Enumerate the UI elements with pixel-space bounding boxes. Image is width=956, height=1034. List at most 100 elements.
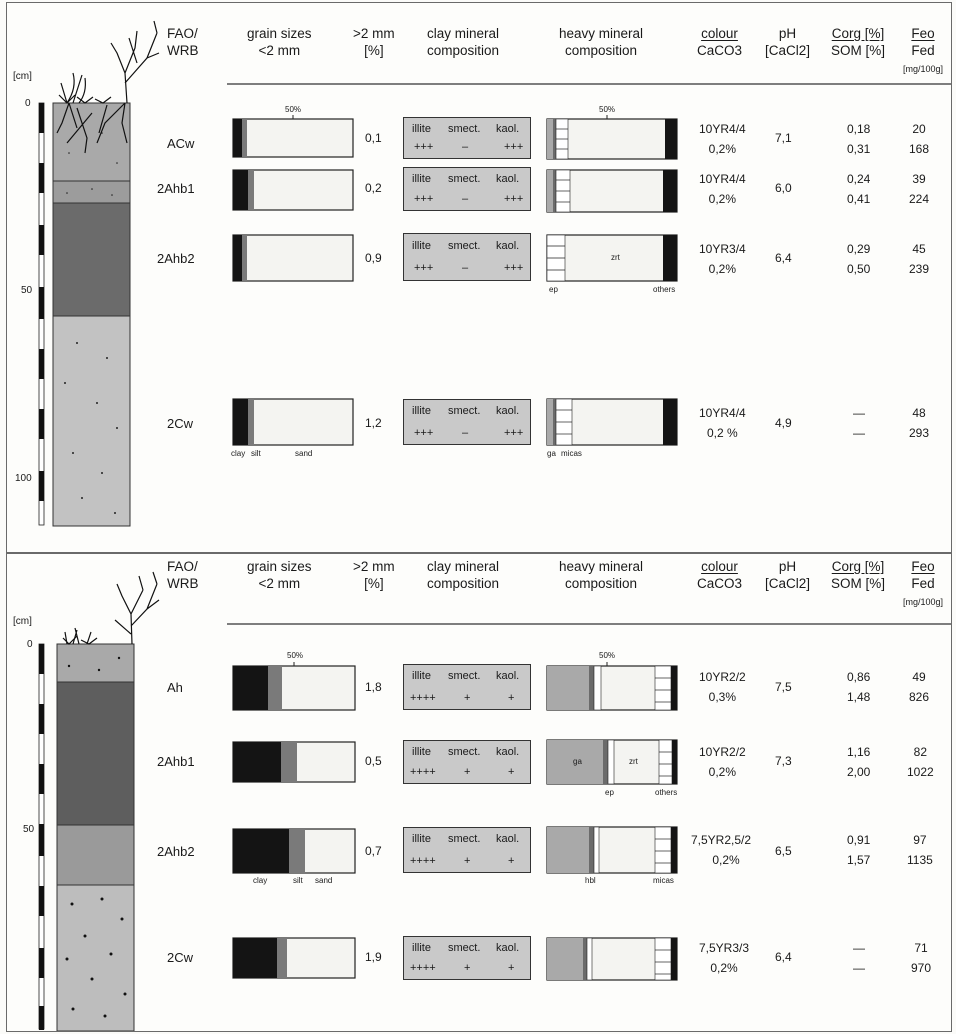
fe-value: 20 168 (909, 122, 930, 156)
ph-value: 6,4 (775, 251, 792, 265)
colour-value: 10YR2/2 0,3% (699, 670, 746, 704)
zrt-label: zrt (611, 253, 620, 262)
fe-value: 48 293 (909, 406, 930, 440)
clay-mineral-box: illite smect. kaol. +++ – +++ (403, 167, 531, 211)
header-ph: pH [CaCl2] (765, 559, 811, 591)
header-grain: grain sizes <2 mm (247, 559, 312, 591)
others-label: others (655, 788, 678, 797)
fifty-label: 50% (285, 105, 302, 114)
profile-2-graphics (38, 571, 951, 1031)
header-ph: pH [CaCl2] (765, 26, 811, 58)
header-fao: FAO/ WRB (167, 26, 199, 58)
header-fe: Feo Fed [mg/100g] (903, 559, 944, 607)
depth-ruler-2 (38, 643, 45, 1030)
coarse-value: 0,5 (365, 754, 382, 768)
depth-tick: 0 (27, 639, 33, 650)
header-colour: colour CaCO3 (697, 26, 743, 58)
fe-value: 71 970 (911, 941, 932, 975)
header-clay: clay mineral composition (427, 26, 500, 58)
horizon-name: 2Ahb1 (157, 754, 195, 769)
ph-value: 6,4 (775, 950, 792, 964)
ph-value: 7,3 (775, 754, 792, 768)
horizon-name: 2Cw (167, 416, 194, 431)
header-clay: clay mineral composition (427, 559, 500, 591)
ph-value: 7,1 (775, 131, 792, 145)
colour-value: 10YR3/4 0,2% (699, 242, 746, 276)
ga-label: ga (547, 449, 556, 458)
colour-value: 10YR2/2 0,2% (699, 745, 746, 779)
colour-value: 7,5YR2,5/2 0,2% (691, 833, 752, 867)
colour-value: 10YR4/4 0,2% (699, 122, 746, 156)
header-fao: FAO/ WRB (167, 559, 199, 591)
colour-value: 7,5YR3/3 0,2% (699, 941, 750, 975)
sand-label: sand (315, 876, 333, 885)
silt-label: silt (251, 449, 261, 458)
header-heavy: heavy mineral composition (559, 26, 644, 58)
silt-label: silt (293, 876, 303, 885)
fifty-label: 50% (599, 105, 616, 114)
grain-bars-1 (232, 115, 354, 446)
clay-mineral-box: illite smect. kaol. ++++ + + (403, 740, 531, 784)
fe-value: 82 1022 (907, 745, 934, 779)
horizon-name: ACw (167, 136, 195, 151)
header-coarse: >2 mm [%] (353, 559, 395, 591)
ph-value: 6,0 (775, 181, 792, 195)
depth-tick: 100 (15, 473, 32, 484)
coarse-value: 0,1 (365, 131, 382, 145)
colour-value: 10YR4/4 0,2% (699, 172, 746, 206)
depth-ruler-1 (38, 102, 45, 526)
clay-mineral-box: illite smect. kaol. ++++ + + (403, 664, 531, 710)
grain-bars-2 (232, 665, 356, 979)
coarse-value: 1,8 (365, 680, 382, 694)
profile-1-graphics (38, 20, 951, 527)
header-coarse: >2 mm [%] (353, 26, 395, 58)
horizon-name: 2Ahb2 (157, 251, 195, 266)
header-grain: grain sizes <2 mm (247, 26, 312, 58)
corg-value: 0,18 0,31 (847, 122, 871, 156)
horizon-name: Ah (167, 680, 183, 695)
profile-panel-2: FAO/ WRB grain sizes <2 mm >2 mm [%] cla… (6, 553, 952, 1032)
corg-value: 1,16 2,00 (847, 745, 871, 779)
ph-value: 6,5 (775, 844, 792, 858)
zrt-label: zrt (629, 757, 638, 766)
corg-value: 0,91 1,57 (847, 833, 871, 867)
others-label: others (653, 285, 676, 294)
cm-label: [cm] (13, 71, 32, 82)
clay-mineral-box: illite smect. kaol. +++ – +++ (403, 233, 531, 281)
fe-value: 39 224 (909, 172, 930, 206)
corg-value: 0,29 0,50 (847, 242, 871, 276)
header-fe: Feo Fed [mg/100g] (903, 26, 944, 74)
depth-tick: 50 (23, 824, 35, 835)
clay-mineral-box: illite smect. kaol. +++ – +++ (403, 399, 531, 445)
ep-label: ep (605, 788, 614, 797)
coarse-value: 1,9 (365, 950, 382, 964)
soil-column-2 (56, 643, 135, 1031)
vegetation-icon-2 (62, 571, 160, 645)
header-corg: Corg [%] SOM [%] (831, 26, 886, 58)
horizon-name: 2Cw (167, 950, 194, 965)
header-corg: Corg [%] SOM [%] (831, 559, 886, 591)
ph-value: 4,9 (775, 416, 792, 430)
heavy-bars-1 (546, 115, 678, 446)
colour-value: 10YR4/4 0,2 % (699, 406, 746, 440)
sand-label: sand (295, 449, 313, 458)
cm-label: [cm] (13, 616, 32, 627)
corg-value: 0,24 0,41 (847, 172, 871, 206)
header-heavy: heavy mineral composition (559, 559, 644, 591)
profile-panel-1: FAO/ WRB grain sizes <2 mm >2 mm [%] cla… (6, 2, 952, 553)
depth-tick: 0 (25, 98, 31, 109)
vegetation-icon-1 (56, 20, 160, 154)
coarse-value: 0,7 (365, 844, 382, 858)
ep-label: ep (549, 285, 558, 294)
clay-label: clay (231, 449, 246, 458)
horizon-name: 2Ahb2 (157, 844, 195, 859)
depth-tick: 50 (21, 285, 33, 296)
ph-value: 7,5 (775, 680, 792, 694)
clay-mineral-box: illite smect. kaol. ++++ + + (403, 936, 531, 980)
corg-value: — — (853, 406, 865, 440)
header-colour: colour CaCO3 (697, 559, 743, 591)
soil-column-1 (52, 102, 131, 527)
clay-label: clay (253, 876, 268, 885)
fifty-label: 50% (287, 651, 304, 660)
micas-label: micas (561, 449, 582, 458)
